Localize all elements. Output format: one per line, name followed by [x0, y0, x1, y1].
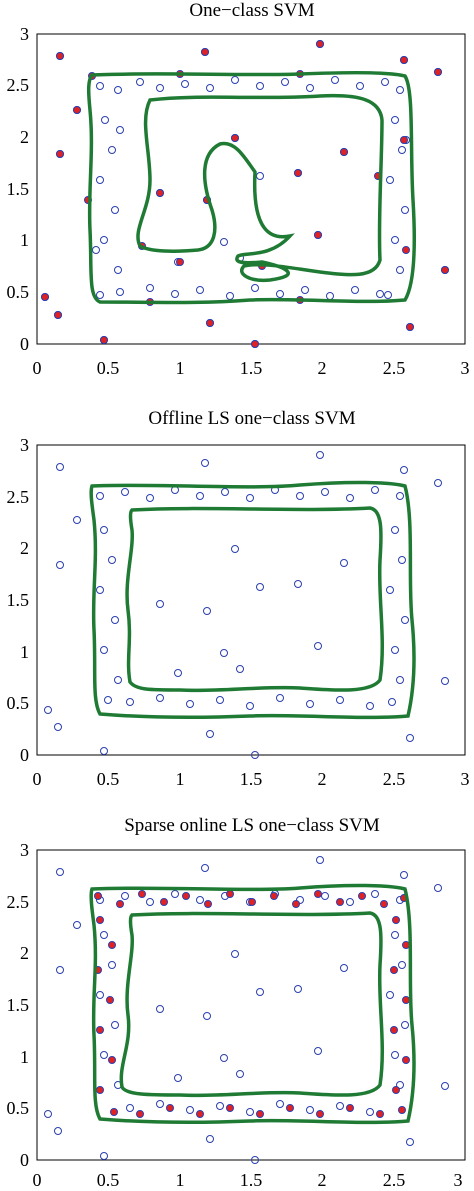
y-tick-label: 1.5	[7, 179, 30, 199]
y-tick-labels: 0 0.5 1 1.5 2 2.5 3	[7, 24, 30, 354]
support-vectors	[94, 890, 410, 1118]
data-points	[44, 451, 449, 759]
x-tick-label: 2	[318, 358, 327, 378]
y-tick-label: 1	[20, 1047, 29, 1067]
x-tick-label: 2	[318, 1170, 327, 1190]
x-tick-label: 2.5	[383, 769, 406, 789]
x-tick-label: 1	[176, 358, 185, 378]
y-tick-label: 1.5	[7, 590, 30, 610]
chart-title: Offline LS one−class SVM	[148, 408, 355, 429]
y-tick-label: 1	[20, 230, 29, 250]
x-tick-label: 0.5	[97, 769, 120, 789]
decision-boundary	[89, 883, 416, 1125]
y-tick-label: 1.5	[7, 995, 30, 1015]
x-tick-label: 2.5	[383, 358, 406, 378]
x-tick-label: 1.5	[240, 769, 263, 789]
y-tick-label: 3	[20, 24, 29, 44]
y-tick-label: 2.5	[7, 487, 30, 507]
panel-sparse-online-ls-one-class-svm: Sparse online LS one−class SVM 0 0.5 1 1…	[7, 815, 466, 1190]
x-tick-labels: 0 0.5 1 1.5 2 2.5 3	[33, 769, 470, 789]
x-tick-label: 0.5	[97, 1170, 120, 1190]
chart-title: Sparse online LS one−class SVM	[124, 815, 380, 836]
y-tick-label: 2.5	[7, 75, 30, 95]
y-tick-label: 0	[20, 745, 29, 765]
x-tick-label: 2.5	[383, 1170, 406, 1190]
x-tick-label: 1.5	[240, 1170, 263, 1190]
panel-offline-ls-one-class-svm: Offline LS one−class SVM 0 0.5 1 1.5 2 2…	[7, 408, 470, 789]
x-tick-label: 1.5	[240, 358, 263, 378]
x-tick-labels: 0 0.5 1 1.5 2 2.5 3	[33, 1170, 463, 1190]
y-tick-label: 2	[20, 943, 29, 963]
y-tick-label: 2.5	[7, 892, 30, 912]
y-tick-label: 3	[20, 435, 29, 455]
x-tick-label: 0	[33, 1170, 42, 1190]
y-tick-labels: 0 0.5 1 1.5 2 2.5 3	[7, 840, 30, 1170]
y-tick-label: 0.5	[7, 693, 30, 713]
data-points	[44, 856, 449, 1164]
x-tick-label: 3	[461, 358, 470, 378]
y-tick-labels: 0 0.5 1 1.5 2 2.5 3	[7, 435, 30, 765]
y-tick-label: 0	[20, 1150, 29, 1170]
plot-frame	[36, 33, 466, 345]
x-tick-label: 3	[454, 1170, 463, 1190]
x-tick-label: 1	[176, 769, 185, 789]
y-tick-label: 1	[20, 642, 29, 662]
support-vectors	[41, 40, 449, 348]
x-tick-labels: 0 0.5 1 1.5 2 2.5 3	[33, 358, 470, 378]
x-tick-label: 0.5	[97, 358, 120, 378]
y-tick-label: 0	[20, 334, 29, 354]
decision-boundary	[86, 70, 417, 305]
y-tick-label: 0.5	[7, 1098, 30, 1118]
plot-frame	[36, 444, 466, 756]
y-tick-label: 2	[20, 127, 29, 147]
x-tick-label: 0	[33, 769, 42, 789]
x-tick-label: 3	[461, 769, 470, 789]
x-tick-label: 0	[33, 358, 42, 378]
y-tick-label: 0.5	[7, 282, 30, 302]
x-tick-label: 2	[318, 769, 327, 789]
decision-boundary	[89, 480, 416, 720]
chart-title: One−class SVM	[189, 0, 314, 21]
panel-one-class-svm: One−class SVM 0 0.5 1 1.5 2 2.5 3 0 0.5 …	[7, 0, 470, 378]
x-tick-label: 1	[176, 1170, 185, 1190]
y-tick-label: 2	[20, 538, 29, 558]
y-tick-label: 3	[20, 840, 29, 860]
